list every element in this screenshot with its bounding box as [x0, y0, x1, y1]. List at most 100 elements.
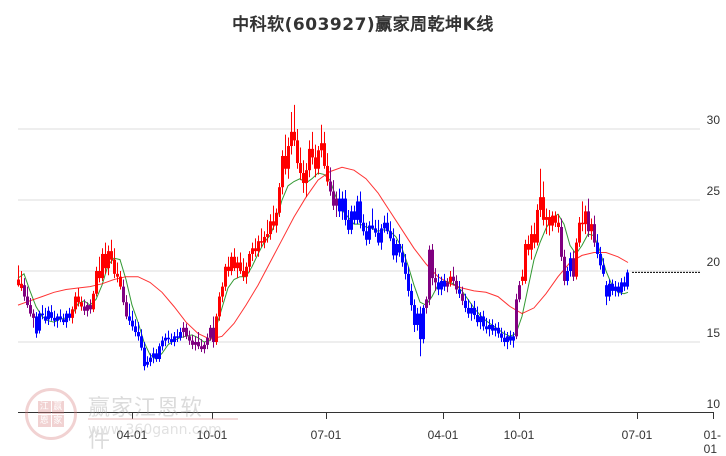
candle-body — [38, 313, 41, 331]
candle-body — [563, 256, 566, 281]
x-tick-label: 10-01 — [196, 428, 228, 442]
candle-body — [167, 337, 170, 340]
candle-body — [98, 271, 101, 279]
candle-body — [413, 305, 416, 325]
candle-body — [173, 336, 176, 342]
candle-body — [281, 155, 284, 188]
candle-body — [185, 327, 188, 337]
candle-body — [206, 337, 209, 345]
candle-body — [44, 316, 47, 321]
y-tick-label: 15 — [706, 326, 720, 340]
candle-body — [578, 222, 581, 243]
candle-body — [533, 234, 536, 243]
candle-body — [224, 266, 227, 287]
candle-body — [140, 336, 143, 348]
candle-body — [161, 340, 164, 347]
candle-body — [377, 232, 380, 243]
candle-body — [26, 296, 29, 306]
candle-body — [233, 256, 236, 269]
candle-body — [512, 336, 515, 341]
candle-body — [212, 327, 215, 342]
candle-body — [83, 306, 86, 311]
candle-body — [611, 283, 614, 291]
candle-body — [338, 198, 341, 212]
candle-body — [599, 253, 602, 266]
candle-body — [353, 211, 356, 220]
candle-body — [509, 336, 512, 341]
candle-body — [398, 244, 401, 253]
candle-body — [326, 165, 329, 182]
candle-body — [575, 242, 578, 277]
candle-body — [251, 248, 254, 254]
candle-body — [560, 226, 563, 257]
candle-body — [617, 286, 620, 293]
candle-body — [539, 197, 542, 210]
candle-body — [527, 244, 530, 250]
y-tick-label: 30 — [706, 113, 720, 127]
candle-body — [269, 221, 272, 235]
candle-body — [158, 346, 161, 360]
candle-body — [614, 286, 617, 291]
candle-body — [383, 222, 386, 229]
candle-body — [29, 305, 32, 314]
candle-body — [218, 296, 221, 317]
candle-body — [152, 353, 155, 358]
candle-body — [302, 173, 305, 183]
candle-body — [71, 309, 74, 318]
candle-body — [104, 253, 107, 269]
candle-body — [74, 296, 77, 310]
candle-body — [35, 316, 38, 334]
candle-body — [263, 236, 266, 243]
candle-body — [404, 262, 407, 274]
candle-body — [95, 271, 98, 294]
candle-body — [422, 307, 425, 340]
candle-body — [425, 299, 428, 308]
candle-body — [245, 266, 248, 277]
candle-body — [620, 282, 623, 293]
candle-body — [131, 320, 134, 327]
candle-body — [203, 344, 206, 350]
candle-body — [344, 198, 347, 220]
candle-body — [146, 361, 149, 365]
candle-body — [482, 316, 485, 327]
candle-body — [590, 224, 593, 232]
candle-body — [428, 249, 431, 300]
candle-body — [536, 209, 539, 243]
candle-body — [272, 221, 275, 226]
candle-body — [623, 282, 626, 287]
candle-body — [257, 241, 260, 252]
y-tick-label: 25 — [706, 184, 720, 198]
candle-body — [92, 293, 95, 310]
candle-body — [440, 280, 443, 290]
candle-body — [461, 293, 464, 301]
candle-body — [365, 231, 368, 240]
candle-body — [56, 316, 59, 321]
candle-body — [410, 290, 413, 306]
candle-body — [20, 283, 23, 289]
candle-body — [530, 234, 533, 250]
candle-body — [68, 313, 71, 318]
x-tick-label: 07-01 — [621, 428, 653, 442]
candle-body — [446, 282, 449, 287]
candle-body — [557, 222, 560, 227]
candle-body — [389, 231, 392, 239]
candle-body — [572, 258, 575, 277]
y-tick-label: 20 — [706, 255, 720, 269]
candle-body — [296, 140, 299, 164]
candle-body — [608, 283, 611, 297]
candle-body — [275, 212, 278, 226]
candle-body — [368, 225, 371, 240]
x-tick-label: 07-01 — [310, 428, 342, 442]
candle-body — [473, 307, 476, 316]
candle-body — [248, 253, 251, 267]
candle-body — [266, 234, 269, 237]
candle-body — [407, 273, 410, 291]
candle-body — [548, 217, 551, 226]
candle-body — [170, 339, 173, 342]
candle-body — [593, 224, 596, 243]
candle-body — [626, 272, 629, 287]
candle-body — [308, 148, 311, 171]
x-tick-label: 04-01 — [427, 428, 459, 442]
candle-body — [284, 155, 287, 169]
candle-body — [350, 211, 353, 230]
